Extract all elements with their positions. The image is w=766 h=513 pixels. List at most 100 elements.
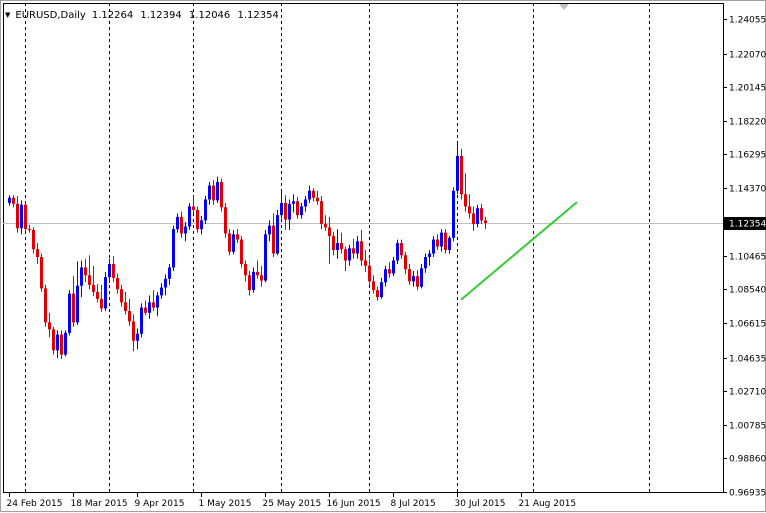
candle[interactable] — [444, 229, 447, 254]
candle[interactable] — [28, 224, 31, 233]
candle[interactable] — [184, 222, 187, 242]
candle[interactable] — [216, 176, 219, 203]
candle[interactable] — [84, 258, 87, 283]
candle[interactable] — [264, 229, 267, 283]
candle[interactable] — [304, 195, 307, 212]
candle[interactable] — [56, 330, 59, 359]
triangle-down-icon[interactable]: ▼ — [5, 11, 11, 19]
candle[interactable] — [400, 239, 403, 259]
candle[interactable] — [456, 141, 459, 195]
candle[interactable] — [428, 250, 431, 266]
candle[interactable] — [268, 220, 271, 242]
candle[interactable] — [300, 202, 303, 219]
trendline[interactable] — [460, 201, 578, 301]
candle[interactable] — [188, 202, 191, 230]
candle[interactable] — [364, 250, 367, 272]
candle[interactable] — [120, 284, 123, 307]
candle[interactable] — [48, 312, 51, 338]
candle[interactable] — [328, 216, 331, 264]
candle[interactable] — [168, 263, 171, 285]
candle[interactable] — [104, 271, 107, 312]
candle[interactable] — [348, 244, 351, 266]
candle[interactable] — [468, 194, 471, 219]
candle[interactable] — [212, 180, 215, 205]
candle[interactable] — [288, 199, 291, 230]
candle[interactable] — [88, 255, 91, 290]
candle[interactable] — [388, 262, 391, 278]
candle[interactable] — [436, 234, 439, 251]
candle[interactable] — [172, 225, 175, 271]
candle[interactable] — [332, 231, 335, 256]
candle[interactable] — [68, 290, 71, 336]
candle[interactable] — [40, 253, 43, 292]
candle[interactable] — [384, 265, 387, 287]
candle[interactable] — [252, 267, 255, 293]
candle[interactable] — [412, 270, 415, 287]
candle[interactable] — [336, 229, 339, 259]
candle[interactable] — [180, 211, 183, 238]
candle[interactable] — [432, 236, 435, 258]
candle[interactable] — [224, 202, 227, 238]
candle[interactable] — [464, 173, 467, 212]
candle[interactable] — [296, 196, 299, 219]
candle[interactable] — [272, 213, 275, 258]
candle[interactable] — [324, 215, 327, 231]
candle[interactable] — [64, 330, 67, 357]
candle[interactable] — [352, 238, 355, 259]
candle[interactable] — [284, 195, 287, 230]
candle[interactable] — [416, 270, 419, 291]
candle[interactable] — [244, 260, 247, 282]
candle[interactable] — [60, 330, 63, 359]
candle[interactable] — [52, 326, 55, 355]
candle[interactable] — [96, 284, 99, 303]
candle[interactable] — [164, 274, 167, 296]
candle[interactable] — [396, 239, 399, 264]
candle[interactable] — [152, 290, 155, 312]
candle[interactable] — [312, 188, 315, 202]
candle[interactable] — [420, 263, 423, 289]
candle[interactable] — [148, 295, 151, 319]
candle[interactable] — [392, 257, 395, 277]
candle[interactable] — [292, 194, 295, 213]
candle[interactable] — [480, 203, 483, 224]
candle[interactable] — [124, 291, 127, 315]
candles[interactable] — [8, 141, 487, 359]
candle[interactable] — [112, 256, 115, 283]
candle[interactable] — [424, 253, 427, 273]
candle[interactable] — [232, 229, 235, 255]
candle[interactable] — [368, 258, 371, 285]
candle[interactable] — [36, 243, 39, 264]
candle[interactable] — [448, 236, 451, 254]
candle[interactable] — [44, 284, 47, 327]
candle[interactable] — [100, 284, 103, 312]
candle[interactable] — [476, 204, 479, 228]
candle[interactable] — [72, 276, 75, 327]
candle[interactable] — [440, 229, 443, 252]
candle[interactable] — [144, 300, 147, 316]
candle[interactable] — [156, 291, 159, 317]
candle[interactable] — [256, 260, 259, 279]
candle[interactable] — [116, 273, 119, 294]
candle[interactable] — [12, 195, 15, 208]
candle[interactable] — [360, 229, 363, 266]
candle[interactable] — [208, 182, 211, 205]
candle[interactable] — [32, 227, 35, 254]
candle[interactable] — [132, 314, 135, 352]
candle[interactable] — [316, 190, 319, 205]
candle[interactable] — [484, 216, 487, 230]
candle[interactable] — [308, 185, 311, 203]
candle[interactable] — [196, 206, 199, 233]
candle[interactable] — [248, 270, 251, 296]
candle[interactable] — [108, 258, 111, 284]
candle[interactable] — [408, 263, 411, 285]
candle[interactable] — [472, 206, 475, 231]
candle[interactable] — [356, 236, 359, 259]
candle[interactable] — [228, 229, 231, 256]
candle[interactable] — [92, 265, 95, 297]
candle[interactable] — [340, 232, 343, 254]
candle[interactable] — [460, 148, 463, 200]
candle[interactable] — [276, 209, 279, 256]
candle[interactable] — [200, 216, 203, 235]
candle[interactable] — [20, 200, 23, 235]
